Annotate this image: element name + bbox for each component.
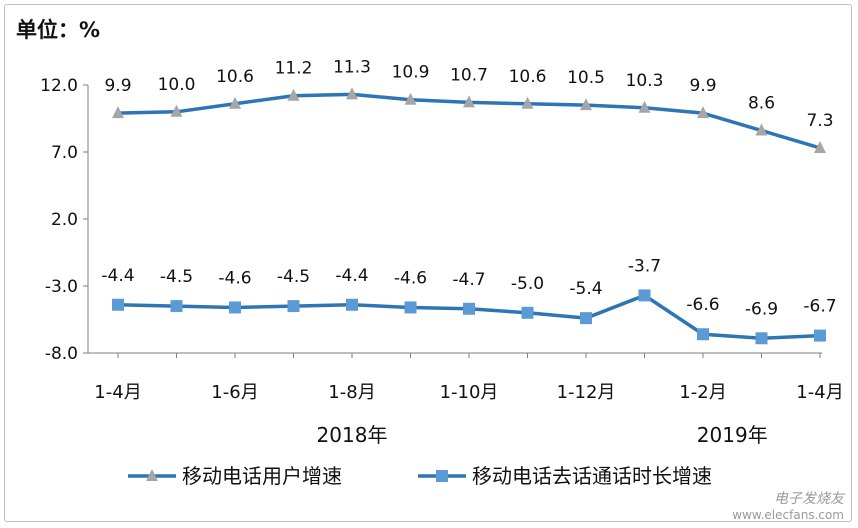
x-tick-label: 1-10月: [440, 382, 499, 403]
data-label: 7.3: [806, 111, 833, 131]
legend-triangle-marker: [146, 469, 158, 481]
data-label: -4.6: [394, 268, 427, 288]
x-tick-label: 1-4月: [796, 382, 843, 403]
data-label: 10.7: [450, 65, 488, 85]
square-marker: [170, 300, 183, 313]
watermark-url: www.elecfans.com: [732, 508, 844, 522]
data-label: -6.6: [686, 295, 719, 315]
square-marker: [521, 306, 534, 319]
data-label: -4.4: [335, 266, 368, 286]
triangle-marker: [112, 106, 124, 119]
data-label: 10.6: [216, 67, 254, 87]
data-label: 8.6: [748, 94, 775, 114]
triangle-marker: [287, 88, 300, 101]
square-marker: [697, 328, 709, 341]
triangle-marker: [755, 123, 768, 136]
data-label: -4.5: [277, 267, 310, 287]
triangle-marker: [229, 96, 241, 109]
data-label: 11.3: [333, 57, 371, 77]
series-group: [112, 87, 826, 345]
watermark-brand: 电子发烧友: [774, 491, 844, 507]
triangle-marker: [638, 100, 651, 113]
data-label: -4.7: [452, 270, 485, 290]
triangle-marker: [170, 104, 183, 117]
triangle-marker: [463, 95, 475, 108]
square-marker: [346, 298, 358, 311]
triangle-marker: [580, 98, 592, 111]
triangle-marker: [521, 96, 534, 109]
triangle-marker: [346, 87, 358, 100]
triangle-marker: [697, 106, 709, 119]
square-marker: [463, 302, 475, 315]
data-label: -4.5: [160, 267, 193, 287]
square-marker: [755, 332, 768, 345]
y-tick-label: -3.0: [45, 277, 78, 297]
square-marker: [404, 301, 417, 314]
data-label: -6.9: [745, 299, 778, 319]
data-label: 10.3: [626, 71, 664, 91]
x-tick-label: 1-8月: [328, 382, 375, 403]
x-tick-label: 1-4月: [94, 382, 141, 403]
square-marker: [638, 289, 651, 302]
data-label: 9.9: [689, 76, 716, 96]
year-label: 2018年: [317, 423, 388, 447]
x-tick-label: 1-6月: [211, 382, 258, 403]
legend-label: 移动电话去话通话时长增速: [472, 464, 712, 488]
data-label: 9.9: [104, 76, 131, 96]
chart-frame: [4, 4, 852, 522]
legend-square-marker: [436, 470, 448, 482]
unit-label: 单位：%: [16, 18, 101, 42]
data-label: -3.7: [628, 256, 661, 276]
y-tick-label: 2.0: [51, 210, 78, 230]
square-marker: [112, 298, 124, 311]
x-tick-label: 1-2月: [679, 382, 726, 403]
triangle-marker: [814, 140, 826, 153]
triangle-marker: [404, 92, 417, 105]
y-tick-label: 12.0: [40, 76, 78, 96]
legend-label: 移动电话用户增速: [182, 464, 342, 488]
year-label: 2019年: [697, 423, 768, 447]
axes: 12.0 7.0 2.0 -3.0 -8.0 1-4月 1-6月 1-8月 1-10月 1-12月…: [40, 76, 844, 447]
data-label: 10.6: [509, 67, 547, 87]
square-marker: [580, 312, 592, 325]
data-label: -5.0: [511, 274, 544, 294]
x-tick-label: 1-12月: [557, 382, 616, 403]
data-label: 10.0: [158, 75, 196, 95]
data-label: 10.9: [392, 63, 430, 83]
data-label: -4.4: [101, 266, 134, 286]
data-label: 10.5: [567, 68, 605, 88]
data-label: -5.4: [569, 279, 602, 299]
square-marker: [814, 329, 826, 342]
watermark: 电子发烧友 www.elecfans.com: [732, 488, 844, 522]
legend: 移动电话用户增速 移动电话去话通话时长增速: [128, 464, 712, 488]
y-tick-label: -8.0: [45, 344, 78, 364]
square-marker: [229, 301, 241, 314]
y-tick-label: 7.0: [51, 143, 78, 163]
data-labels: 9.9 10.0 10.6 11.2 11.3 10.9 10.7 10.6 10.5 10.3 9…: [101, 57, 836, 319]
square-marker: [287, 300, 300, 313]
data-label: 11.2: [275, 59, 313, 79]
data-label: -6.7: [803, 297, 836, 317]
data-label: -4.6: [218, 268, 251, 288]
